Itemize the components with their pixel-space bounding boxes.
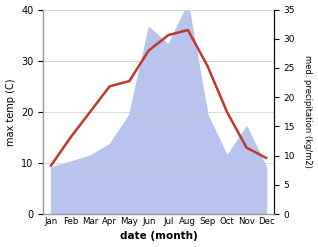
Y-axis label: med. precipitation (kg/m2): med. precipitation (kg/m2) — [303, 55, 313, 168]
X-axis label: date (month): date (month) — [120, 231, 197, 242]
Y-axis label: max temp (C): max temp (C) — [5, 78, 16, 145]
